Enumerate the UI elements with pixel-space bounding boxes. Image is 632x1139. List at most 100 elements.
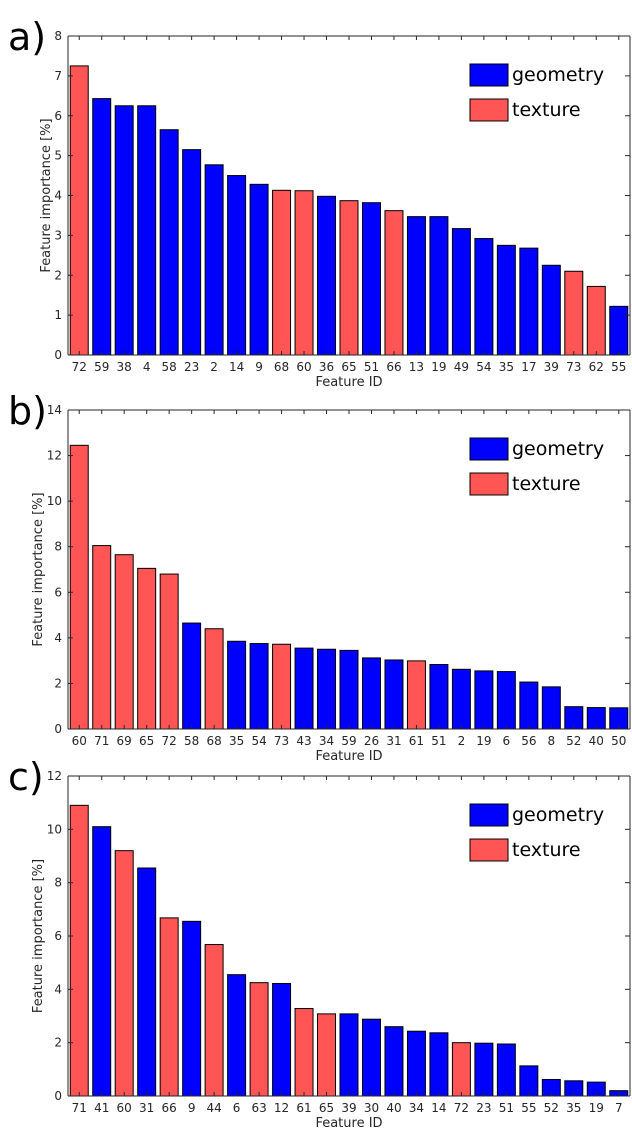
x-tick-label: 6 [233, 1101, 241, 1115]
x-tick-label: 65 [341, 360, 356, 374]
bar-6 [496, 671, 516, 730]
x-tick-label: 68 [206, 734, 221, 748]
x-tick-label: 62 [589, 360, 604, 374]
bar-51 [496, 1043, 516, 1097]
bar-73 [272, 643, 292, 730]
x-tick-label: 12 [274, 1101, 289, 1115]
y-tick-label: 0 [54, 1089, 62, 1103]
bar-65 [339, 200, 359, 356]
bar-13 [406, 216, 426, 356]
bar-73 [564, 270, 584, 356]
x-tick-label: 36 [319, 360, 334, 374]
x-axis-label: Feature ID [315, 1116, 382, 1131]
bar-17 [519, 247, 539, 356]
bar-49 [451, 228, 471, 356]
x-tick-label: 40 [386, 1101, 401, 1115]
bar-39 [339, 1013, 359, 1097]
y-tick-label: 12 [47, 769, 62, 783]
y-tick-label: 8 [54, 29, 62, 43]
legend-swatch-texture [469, 98, 509, 122]
bar-51 [361, 202, 381, 356]
x-tick-label: 59 [341, 734, 356, 748]
x-tick-label: 13 [409, 360, 424, 374]
legend-label-texture: texture [512, 99, 581, 121]
x-tick-label: 60 [117, 1101, 132, 1115]
y-tick-label: 6 [54, 929, 62, 943]
bar-56 [519, 681, 539, 730]
y-tick-label: 4 [54, 631, 62, 645]
legend-swatch-texture [469, 472, 509, 496]
x-tick-label: 51 [499, 1101, 514, 1115]
bar-6 [227, 974, 247, 1097]
x-tick-label: 44 [206, 1101, 221, 1115]
bar-55 [609, 305, 629, 356]
x-tick-label: 31 [386, 734, 401, 748]
bar-23 [474, 1042, 494, 1097]
x-tick-label: 66 [386, 360, 401, 374]
bar-36 [317, 195, 337, 356]
bar-55 [519, 1065, 539, 1097]
panel-label: b) [8, 389, 47, 433]
bar-66 [159, 917, 179, 1097]
bar-35 [227, 640, 247, 730]
x-tick-label: 65 [139, 734, 154, 748]
x-tick-label: 6 [503, 734, 511, 748]
bar-2 [451, 668, 471, 730]
x-tick-label: 9 [188, 1101, 196, 1115]
bar-61 [294, 1008, 314, 1097]
y-tick-label: 3 [54, 228, 62, 242]
y-tick-label: 10 [47, 494, 62, 508]
x-tick-label: 52 [544, 1101, 559, 1115]
x-tick-label: 34 [409, 1101, 424, 1115]
legend-swatch-geometry [469, 437, 509, 461]
legend-swatch-geometry [469, 63, 509, 87]
y-tick-label: 14 [47, 403, 62, 417]
legend-label-geometry: geometry [512, 438, 604, 460]
x-tick-label: 38 [117, 360, 132, 374]
y-tick-label: 7 [54, 69, 62, 83]
x-tick-label: 61 [409, 734, 424, 748]
x-tick-label: 73 [274, 734, 289, 748]
bar-19 [474, 670, 494, 730]
x-tick-label: 19 [589, 1101, 604, 1115]
bar-30 [361, 1018, 381, 1097]
x-tick-label: 61 [296, 1101, 311, 1115]
x-tick-label: 39 [544, 360, 559, 374]
bar-65 [317, 1013, 337, 1097]
bar-60 [294, 190, 314, 356]
x-tick-label: 65 [319, 1101, 334, 1115]
y-tick-label: 8 [54, 876, 62, 890]
x-axis-label: Feature ID [315, 375, 382, 390]
x-tick-label: 8 [547, 734, 555, 748]
x-tick-label: 30 [364, 1101, 379, 1115]
bar-54 [474, 238, 494, 356]
bar-9 [182, 920, 202, 1097]
x-tick-label: 66 [162, 1101, 177, 1115]
bar-19 [429, 216, 449, 356]
bar-14 [429, 1032, 449, 1097]
x-tick-label: 43 [296, 734, 311, 748]
bar-4 [137, 105, 157, 356]
bar-12 [272, 982, 292, 1097]
legend-swatch-geometry [469, 803, 509, 827]
x-tick-label: 9 [255, 360, 263, 374]
legend-label-geometry: geometry [512, 64, 604, 86]
bar-60 [114, 850, 134, 1097]
x-tick-label: 68 [274, 360, 289, 374]
bar-43 [294, 647, 314, 730]
bar-38 [114, 105, 134, 356]
x-tick-label: 56 [521, 734, 536, 748]
x-tick-label: 26 [364, 734, 379, 748]
legend-label-texture: texture [512, 839, 581, 861]
y-axis-label: Feature importance [%] [31, 859, 46, 1013]
bar-44 [204, 944, 224, 1097]
x-tick-label: 35 [499, 360, 514, 374]
x-tick-label: 50 [611, 734, 626, 748]
x-tick-label: 58 [184, 734, 199, 748]
x-tick-label: 58 [162, 360, 177, 374]
x-tick-label: 41 [94, 1101, 109, 1115]
legend: geometry texture [469, 803, 604, 862]
bar-26 [361, 657, 381, 730]
x-tick-label: 23 [476, 1101, 491, 1115]
bar-68 [204, 628, 224, 730]
